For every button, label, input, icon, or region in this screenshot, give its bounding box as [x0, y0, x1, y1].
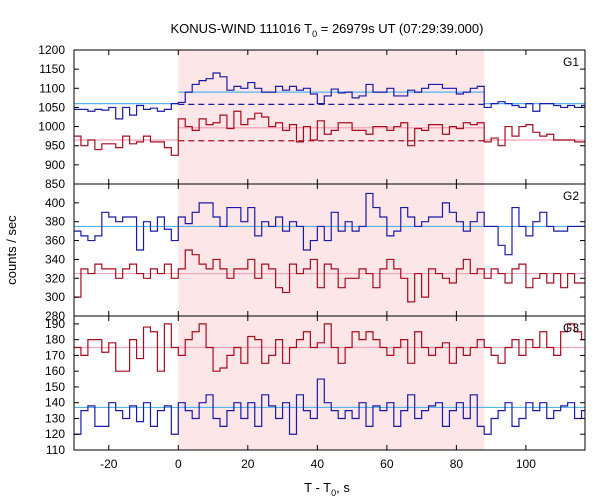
panel-plot-area: [74, 323, 585, 435]
panel-label: G2: [563, 189, 579, 203]
y-tick-label: 160: [45, 364, 65, 378]
y-tick-label: 1050: [38, 100, 65, 114]
panel-label: G1: [563, 55, 579, 69]
panel-g1: 850 900 950 1000 1050 1100 1150 1200 G1: [38, 43, 586, 191]
panel-frame: [73, 315, 586, 451]
y-tick-label: 1150: [39, 62, 65, 76]
x-tick-label: 0: [175, 457, 182, 471]
y-tick-label: 140: [45, 396, 65, 410]
y-tick-label: 300: [45, 290, 65, 304]
series-line-red: [74, 110, 585, 156]
y-tick-label: 360: [45, 234, 65, 248]
chart-title-prefix: KONUS-WIND 111016 T: [171, 21, 313, 36]
x-tick-label: 100: [516, 457, 536, 471]
series-line-red: [74, 323, 585, 372]
highlight-region: [178, 50, 485, 184]
y-tick-label: 1000: [38, 120, 65, 134]
x-tick-label: 20: [241, 457, 255, 471]
y-tick-label: 900: [45, 158, 65, 172]
panel-plot-area: [74, 72, 585, 156]
panels-group: 85090095010001050110011501200G1280300320…: [38, 43, 586, 471]
x-axis-label: T - T0, s: [304, 480, 350, 498]
series-line-blue: [74, 378, 585, 435]
x-axis-label-sub: 0: [331, 488, 336, 498]
y-tick-label: 110: [46, 443, 65, 457]
y-tick-label: 380: [45, 215, 65, 229]
y-axis-label: counts / sec: [4, 215, 19, 285]
x-tick-label: 80: [450, 457, 464, 471]
y-tick-label: 340: [45, 252, 65, 266]
highlight-region: [178, 184, 485, 316]
y-tick-label: 150: [45, 380, 65, 394]
y-tick-label: 950: [45, 139, 65, 153]
x-axis-label-suffix: , s: [336, 480, 350, 495]
panel-plot-area: [74, 192, 585, 303]
x-tick-label: 40: [311, 457, 325, 471]
y-tick-label: 130: [45, 411, 65, 425]
chart-title-sub: 0: [312, 29, 317, 39]
chart-title: KONUS-WIND 111016 T0 = 26979s UT (07:29:…: [171, 21, 484, 39]
x-tick-label: -20: [100, 457, 118, 471]
y-tick-label: 280: [45, 309, 65, 323]
x-tick-label: 60: [380, 457, 394, 471]
series-line-blue: [74, 192, 585, 256]
y-tick-label: 190: [45, 317, 65, 331]
y-tick-label: 1200: [38, 43, 65, 57]
series-line-red: [74, 249, 585, 303]
y-tick-label: 320: [45, 271, 65, 285]
y-tick-label: 170: [45, 348, 65, 362]
panel-g2: 280 300 320 340 360 380 400 G2: [45, 183, 586, 323]
y-tick-label: 180: [45, 333, 65, 347]
y-tick-label: 850: [45, 177, 65, 191]
y-tick-label: 120: [45, 427, 65, 441]
y-tick-label: 1100: [39, 81, 65, 95]
series-line-blue: [74, 72, 585, 120]
panel-label: G3: [563, 321, 579, 335]
y-tick-label: 400: [45, 196, 65, 210]
chart-title-suffix: = 26979s UT (07:29:39.000): [317, 21, 483, 36]
x-axis-label-main: T - T: [304, 480, 331, 495]
